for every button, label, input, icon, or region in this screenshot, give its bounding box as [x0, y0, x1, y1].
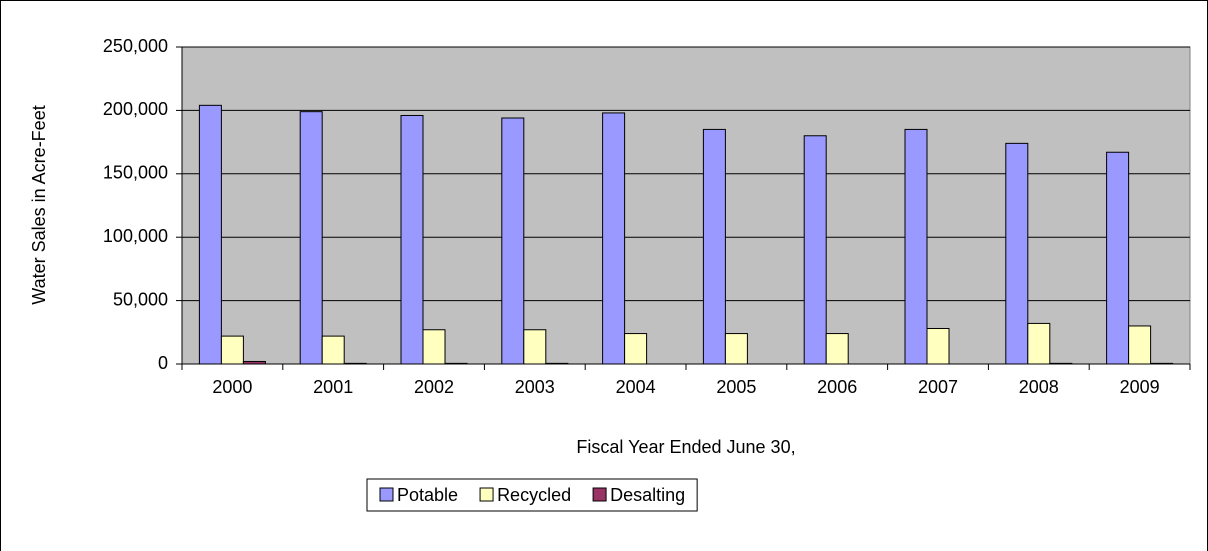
legend-label: Desalting: [610, 485, 685, 505]
legend: Potable Recycled Desalting: [366, 478, 698, 512]
legend-label: Potable: [397, 485, 458, 505]
legend-box: [366, 478, 698, 512]
y-tick-label: 200,000: [103, 99, 168, 119]
bar: [602, 112, 626, 365]
bar: [1128, 325, 1152, 365]
x-tick-label: 2008: [1019, 377, 1059, 397]
bar: [624, 333, 648, 365]
legend-swatch: [592, 487, 607, 502]
bar: [1005, 142, 1029, 365]
x-tick-label: 2004: [616, 377, 656, 397]
bar: [926, 327, 950, 365]
bar: [400, 114, 424, 365]
bar: [1106, 151, 1130, 365]
plot-area: [181, 46, 1191, 365]
bar: [422, 329, 446, 365]
y-tick-label: 0: [158, 353, 168, 373]
legend-swatch: [379, 487, 394, 502]
x-tick-label: 2003: [515, 377, 555, 397]
x-tick-label: 2009: [1120, 377, 1160, 397]
y-tick-label: 150,000: [103, 163, 168, 183]
bar: [523, 329, 547, 365]
legend-swatch: [479, 487, 494, 502]
y-tick-label: 100,000: [103, 226, 168, 246]
x-tick-label: 2001: [313, 377, 353, 397]
x-tick-label: 2007: [918, 377, 958, 397]
bar: [724, 333, 748, 365]
y-tick-label: 50,000: [113, 289, 168, 309]
bar: [501, 117, 525, 365]
bar: [1027, 322, 1051, 365]
bar: [321, 335, 345, 365]
x-tick-label: 2002: [414, 377, 454, 397]
x-tick-label: 2000: [212, 377, 252, 397]
bar: [198, 104, 222, 365]
x-tick-label: 2006: [817, 377, 857, 397]
bar: [825, 333, 849, 365]
y-tick-label: 250,000: [103, 36, 168, 56]
bar: [702, 128, 726, 365]
x-axis-label: Fiscal Year Ended June 30,: [576, 437, 795, 457]
bar: [299, 111, 323, 365]
x-tick-label: 2005: [716, 377, 756, 397]
y-axis-label: Water Sales in Acre-Feet: [29, 105, 49, 304]
bar: [803, 135, 827, 365]
bar: [904, 128, 928, 365]
legend-label: Recycled: [497, 485, 571, 505]
bar: [220, 335, 244, 365]
